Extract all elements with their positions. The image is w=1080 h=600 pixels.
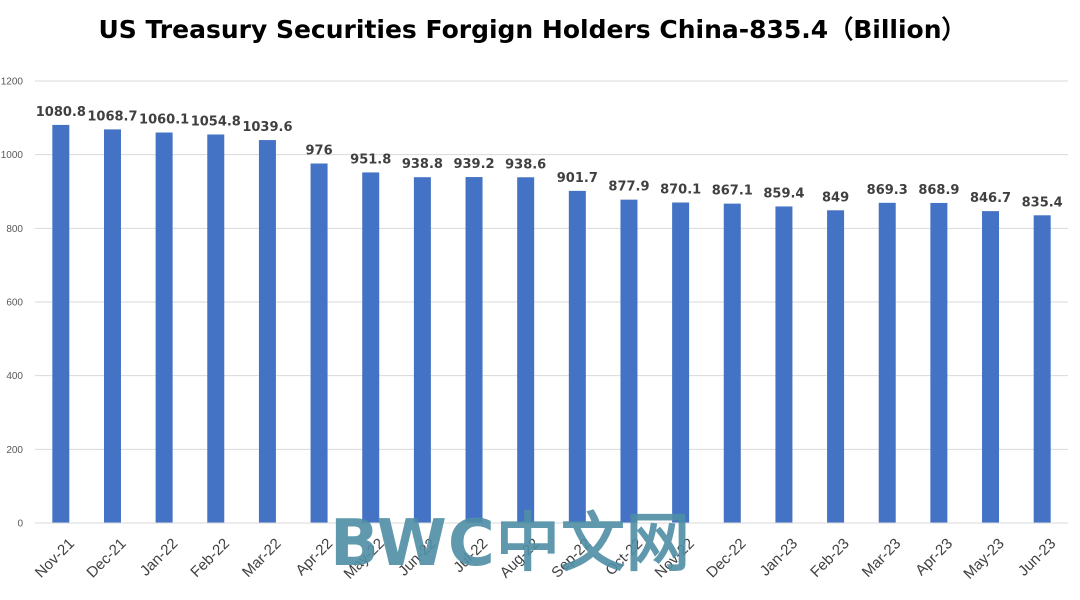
bar xyxy=(310,163,328,524)
x-tick-label: Feb-22 xyxy=(187,535,233,581)
x-tick-label: Jun-23 xyxy=(1015,535,1059,579)
x-tick-label: Dec-22 xyxy=(703,535,749,581)
x-tick-label: Jul-22 xyxy=(450,535,491,576)
x-tick-label: Apr-23 xyxy=(912,535,956,579)
x-tick-label: Jan-22 xyxy=(137,535,181,579)
bar xyxy=(362,172,380,523)
bar xyxy=(155,132,173,523)
y-tick-label: 800 xyxy=(6,224,23,235)
data-label: 867.1 xyxy=(712,184,753,199)
data-label: 1068.7 xyxy=(87,109,137,124)
data-label: 868.9 xyxy=(918,183,959,198)
data-label: 846.7 xyxy=(970,191,1011,206)
bar xyxy=(672,202,690,523)
x-tick-label: Dec-21 xyxy=(83,535,129,581)
x-tick-label: Mar-22 xyxy=(239,535,285,581)
y-tick-label: 200 xyxy=(6,445,23,456)
x-tick-label: Aug-22 xyxy=(497,535,543,581)
x-tick-label: May-22 xyxy=(341,535,388,582)
x-tick-label: Nov-21 xyxy=(32,535,78,581)
data-label: 1080.8 xyxy=(36,105,86,120)
y-tick-label: 600 xyxy=(6,298,23,309)
bar xyxy=(775,206,793,523)
data-label: 951.8 xyxy=(350,152,391,167)
bar xyxy=(258,140,276,523)
data-label: 835.4 xyxy=(1022,195,1063,210)
bar xyxy=(465,177,483,523)
data-labels: 1080.8 1068.7 1060.1 1054.8 1039.6 976 951.8 93… xyxy=(36,105,1063,210)
bar xyxy=(930,202,948,523)
data-label: 901.7 xyxy=(557,171,598,186)
bar xyxy=(723,203,741,523)
bar xyxy=(982,211,1000,523)
data-label: 870.1 xyxy=(660,183,701,198)
y-tick-label: 1200 xyxy=(1,77,24,88)
bar xyxy=(413,177,431,523)
y-tick-label: 1000 xyxy=(1,150,24,161)
bar xyxy=(620,199,638,523)
y-tick-label: 400 xyxy=(6,371,23,382)
bar xyxy=(52,124,70,523)
data-label: 877.9 xyxy=(608,180,649,195)
data-label: 869.3 xyxy=(867,183,908,198)
data-label: 1060.1 xyxy=(139,113,189,128)
data-label: 859.4 xyxy=(763,186,804,201)
x-tick-label: Sep-22 xyxy=(548,535,594,581)
data-label: 939.2 xyxy=(453,157,494,172)
data-label: 976 xyxy=(306,144,333,159)
bar xyxy=(103,129,121,523)
bar xyxy=(568,190,586,523)
x-tick-label: May-23 xyxy=(960,535,1007,582)
bar xyxy=(827,210,845,523)
data-label: 849 xyxy=(822,190,849,205)
data-label: 1054.8 xyxy=(191,114,241,129)
x-tick-label: Apr-22 xyxy=(292,535,336,579)
data-label: 938.8 xyxy=(402,157,443,172)
bars xyxy=(52,124,1051,524)
x-tick-label: Jun-22 xyxy=(395,535,439,579)
y-tick-label: 0 xyxy=(17,519,23,530)
data-label: 938.6 xyxy=(505,157,546,172)
bar xyxy=(207,134,225,523)
bar xyxy=(1033,215,1051,524)
x-tick-label: Feb-23 xyxy=(807,535,853,581)
bar xyxy=(878,202,896,523)
x-tick-label: Mar-23 xyxy=(859,535,905,581)
x-tick-label: Jan-23 xyxy=(757,535,801,579)
data-label: 1039.6 xyxy=(242,120,292,135)
chart-title: US Treasury Securities Forgign Holders C… xyxy=(98,15,967,44)
bar xyxy=(517,177,535,523)
gridlines xyxy=(35,80,1068,450)
x-tick-label: Oct-22 xyxy=(602,535,646,579)
x-tick-label: Nov-22 xyxy=(652,535,698,581)
